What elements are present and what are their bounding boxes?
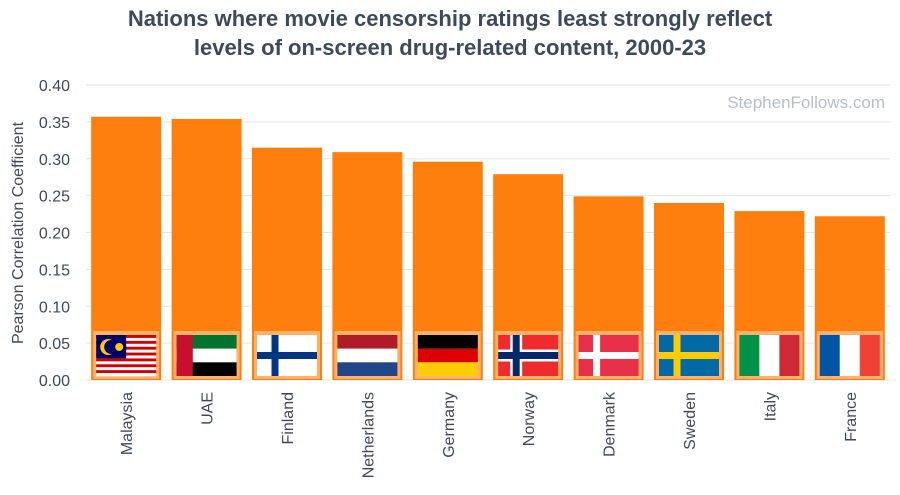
y-tick-label: 0.10 [39, 299, 70, 316]
watermark: StephenFollows.com [727, 93, 885, 112]
chart-title-line-1: Nations where movie censorship ratings l… [127, 6, 773, 31]
y-tick-label: 0.20 [39, 226, 70, 243]
y-tick-label: 0.15 [39, 262, 70, 279]
uae-flag-icon [173, 331, 240, 379]
x-tick-label: Denmark [602, 391, 619, 457]
x-tick-label: Italy [762, 392, 779, 421]
sweden-flag-icon [656, 331, 722, 379]
france-flag-icon [816, 331, 883, 379]
y-tick-label: 0.30 [39, 152, 70, 169]
y-tick-label: 0.05 [39, 336, 70, 353]
netherlands-flag-icon [334, 331, 401, 379]
finland-flag-icon [254, 331, 320, 379]
x-tick-label: Finland [280, 392, 297, 444]
malaysia-flag-icon [93, 331, 160, 379]
denmark-flag-icon [575, 331, 642, 379]
chart-title-line-2: levels of on-screen drug-related content… [193, 35, 707, 60]
x-tick-label: Netherlands [360, 392, 377, 478]
italy-flag-icon [736, 331, 803, 379]
y-tick-label: 0.25 [39, 189, 70, 206]
y-axis-label: Pearson Correlation Coefficient [10, 121, 27, 344]
chart-title: Nations where movie censorship ratings l… [0, 4, 900, 62]
x-tick-label: Sweden [682, 392, 699, 450]
y-tick-label: 0.40 [39, 78, 70, 95]
x-tick-label: Malaysia [119, 392, 136, 455]
germany-flag-icon [414, 331, 481, 379]
x-tick-label: UAE [200, 392, 217, 425]
norway-flag-icon [495, 331, 562, 379]
x-tick-label: France [843, 392, 860, 442]
x-tick-label: Norway [521, 392, 538, 446]
y-tick-label: 0.35 [39, 115, 70, 132]
y-tick-label: 0.00 [39, 373, 70, 390]
x-tick-label: Germany [441, 392, 458, 458]
